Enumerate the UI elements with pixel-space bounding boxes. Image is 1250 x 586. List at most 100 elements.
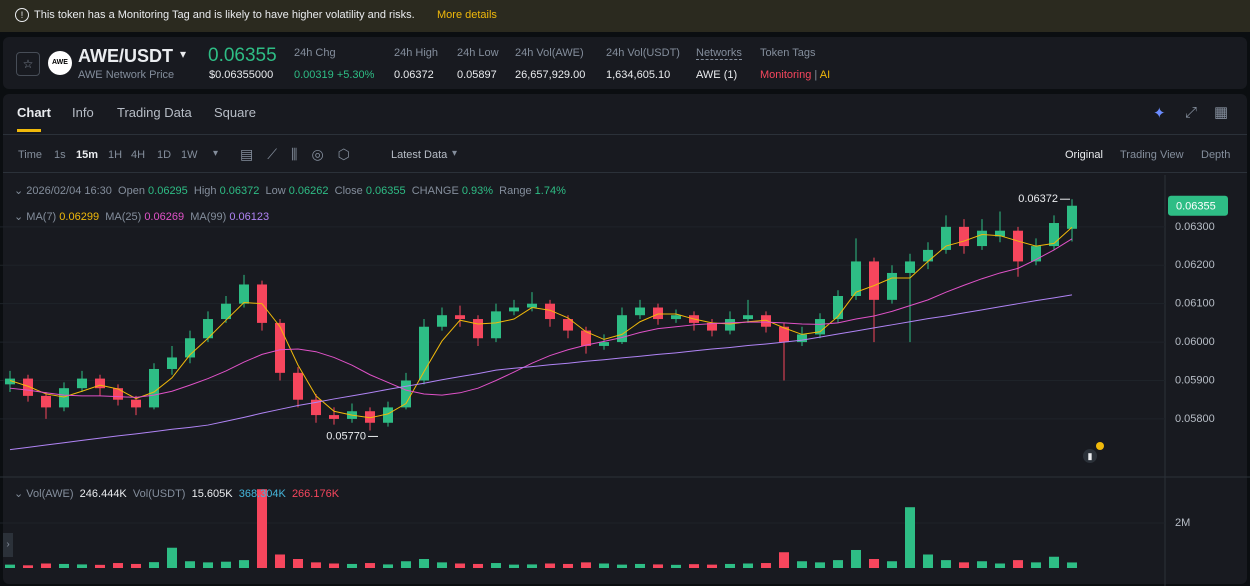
ai-icon[interactable]: ✦	[1153, 105, 1166, 122]
collapse[interactable]: ⌄	[14, 488, 27, 500]
volume-bar	[923, 554, 933, 568]
dropdown[interactable]: ▾	[213, 148, 219, 159]
volume-bar	[365, 563, 375, 568]
interval[interactable]: 1D	[157, 149, 172, 161]
volume-bar	[689, 564, 699, 568]
volume-bar	[941, 560, 951, 568]
candle-body	[797, 334, 807, 343]
volume-bar	[833, 560, 843, 568]
volume-bar	[905, 507, 915, 568]
tag[interactable]: Monitoring	[760, 69, 812, 81]
favorite[interactable]: ☆	[16, 52, 40, 76]
interval[interactable]: 1H	[108, 149, 123, 161]
ma-value: 0.06123	[229, 211, 270, 223]
side-toggle[interactable]: ›	[3, 533, 13, 557]
volume-bar	[1049, 556, 1059, 568]
candle-body	[815, 319, 825, 335]
candle-body	[905, 261, 915, 273]
volume-legend-item: Vol(AWE)	[26, 488, 74, 500]
banner-link[interactable]: More details	[437, 9, 497, 21]
interval[interactable]: Time	[18, 149, 43, 161]
candle-body	[329, 415, 339, 419]
stat-label: 24h Low	[457, 47, 499, 59]
tab[interactable]: Square	[214, 105, 256, 120]
candle-body	[149, 368, 159, 408]
volume-legend-item: 246.444K	[79, 488, 127, 500]
volume-bar	[743, 563, 753, 568]
latest-data[interactable]: Latest Data	[391, 149, 448, 161]
view[interactable]: Trading View	[1120, 149, 1184, 161]
layout-icon[interactable]: ▦	[1214, 104, 1229, 121]
tab-underline	[17, 129, 41, 132]
candle-body	[635, 307, 645, 316]
stat-value: 0.06372	[394, 69, 434, 81]
volume-bar	[77, 564, 87, 568]
tab[interactable]: Trading Data	[117, 105, 192, 120]
volume-legend-item: 15.605K	[191, 488, 233, 500]
tags: Monitoring | AI	[760, 69, 830, 81]
candle-body	[473, 319, 483, 339]
volume-bar	[671, 564, 681, 568]
tag[interactable]: AI	[819, 69, 831, 81]
collapse[interactable]: ⌄	[14, 211, 27, 223]
volume-bar	[599, 563, 609, 568]
candle-body	[401, 380, 411, 408]
y-tick-label: 0.06200	[1175, 259, 1215, 271]
pair[interactable]: AWE/USDT	[78, 46, 174, 66]
tab[interactable]: Chart	[17, 105, 51, 120]
y-tick-label: 0.06300	[1175, 221, 1215, 233]
candle-body	[1049, 223, 1059, 247]
candle-body	[995, 230, 1005, 237]
candle-body	[851, 261, 861, 297]
dropdown[interactable]: ▾	[180, 47, 187, 61]
tool-icons[interactable]: ▤⟋⫼◎⬡	[240, 146, 364, 162]
expand-icon[interactable]: ⤢	[1185, 104, 1198, 121]
note-icon[interactable]: ▮	[1083, 449, 1097, 463]
candle-body	[131, 399, 141, 408]
ma-name: MA(25)	[105, 211, 142, 223]
price: 0.06355	[208, 45, 277, 66]
networks-value[interactable]: AWE (1)	[696, 69, 738, 81]
network-price[interactable]: AWE Network Price	[78, 69, 175, 81]
volume-bar	[95, 564, 105, 568]
candle-body	[59, 388, 69, 408]
collapse[interactable]: ⌄	[14, 185, 27, 197]
y-tick-label: 0.05800	[1175, 413, 1215, 425]
volume-bar	[581, 562, 591, 568]
ma-line	[9, 226, 1073, 419]
volume-legend-item: Vol(USDT)	[132, 488, 186, 500]
stat-value: 26,657,929.00	[515, 69, 586, 81]
volume-bar	[779, 552, 789, 568]
dropdown[interactable]: ▾	[452, 148, 458, 159]
candle-body	[761, 315, 771, 327]
interval[interactable]: 15m	[76, 149, 99, 161]
volume-bar	[203, 562, 213, 568]
volume-bar	[563, 563, 573, 568]
tab[interactable]: Info	[72, 105, 94, 120]
view[interactable]: Original	[1065, 149, 1103, 161]
stat-label: 24h High	[394, 47, 439, 59]
legend-value: 0.06372	[219, 185, 260, 197]
stat-label: 24h Vol(USDT)	[606, 47, 680, 59]
divider	[3, 172, 1247, 173]
interval[interactable]: 1s	[54, 149, 66, 161]
candle-body	[509, 307, 519, 312]
volume-bar	[887, 561, 897, 568]
candle-body	[671, 315, 681, 320]
candle-body	[941, 226, 951, 250]
interval[interactable]: 4H	[131, 149, 146, 161]
candle-body	[383, 407, 393, 423]
candle-body	[491, 311, 501, 339]
view[interactable]: Depth	[1201, 149, 1231, 161]
ohlc-legend: ⌄ 2026/02/04 16:30 Open 0.06295 High 0.0…	[14, 184, 566, 197]
interval[interactable]: 1W	[181, 149, 198, 161]
y-tick-label: 0.06100	[1175, 298, 1215, 310]
stat-value: 0.00319 +5.30%	[294, 69, 375, 81]
candle-body	[617, 315, 627, 343]
candle-body	[869, 261, 879, 300]
candle-body	[5, 378, 15, 385]
candle-body	[275, 322, 285, 373]
ma-value: 0.06269	[144, 211, 185, 223]
legend-value: 1.74%	[534, 185, 566, 197]
legend-label: Low	[265, 185, 286, 197]
